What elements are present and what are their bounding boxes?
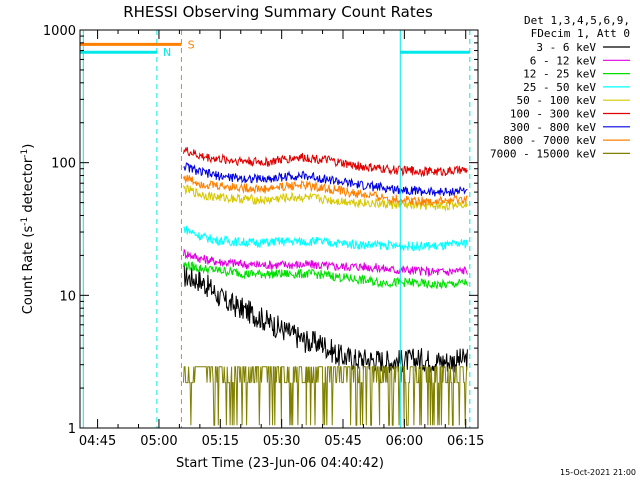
x-tick-label: 06:00 [386, 434, 423, 449]
legend-entry: 300 - 800 keV [510, 121, 596, 134]
series-line [183, 261, 468, 289]
x-tick-label: 04:45 [79, 434, 116, 449]
legend: Det 1,3,4,5,6,9,FDecim 1, Att 03 - 6 keV… [490, 14, 630, 160]
series-line [183, 265, 468, 374]
legend-entry: 6 - 12 keV [530, 54, 597, 67]
series-line [183, 162, 468, 197]
y-tick-label: 10 [59, 289, 76, 304]
y-axis-label: Count Rate (s-1 detector-1) [20, 144, 36, 315]
x-tick-label: 05:15 [202, 434, 239, 449]
legend-entry: 50 - 100 keV [517, 94, 597, 107]
series-line [183, 146, 468, 178]
y-tick-label: 1 [68, 422, 76, 437]
series-layer [183, 146, 468, 426]
series-line [183, 225, 468, 252]
x-axis: 04:45 05:00 05:15 05:30 05:45 06:00 06:15 [79, 30, 484, 449]
legend-header: FDecim 1, Att 0 [531, 27, 630, 40]
flag-bars: SN [80, 38, 470, 59]
legend-entry: 7000 - 15000 keV [490, 147, 596, 160]
series-line [183, 174, 468, 208]
x-tick-label: 06:15 [447, 434, 484, 449]
legend-entry: 100 - 300 keV [510, 108, 596, 121]
legend-entry: 25 - 50 keV [523, 81, 596, 94]
series-line [183, 366, 468, 426]
timestamp: 15-Oct-2021 21:00 [560, 468, 636, 477]
time-markers [82, 30, 471, 428]
legend-entry: 12 - 25 keV [523, 68, 596, 81]
y-tick-label: 100 [51, 157, 76, 172]
y-tick-label: 1000 [43, 24, 76, 39]
legend-header: Det 1,3,4,5,6,9, [524, 14, 630, 27]
x-tick-label: 05:00 [140, 434, 177, 449]
plot-frame [79, 29, 479, 429]
legend-entry: 800 - 7000 keV [503, 134, 596, 147]
flag-label: S [188, 38, 195, 51]
x-axis-label: Start Time (23-Jun-06 04:40:42) [176, 456, 384, 471]
y-axis: 1 10 100 1000 [43, 24, 478, 437]
series-line [183, 248, 468, 277]
chart-title: RHESSI Observing Summary Count Rates [123, 3, 433, 21]
legend-entry: 3 - 6 keV [536, 41, 596, 54]
flag-label: N [163, 46, 171, 59]
x-tick-label: 05:30 [263, 434, 300, 449]
x-tick-label: 05:45 [324, 434, 361, 449]
